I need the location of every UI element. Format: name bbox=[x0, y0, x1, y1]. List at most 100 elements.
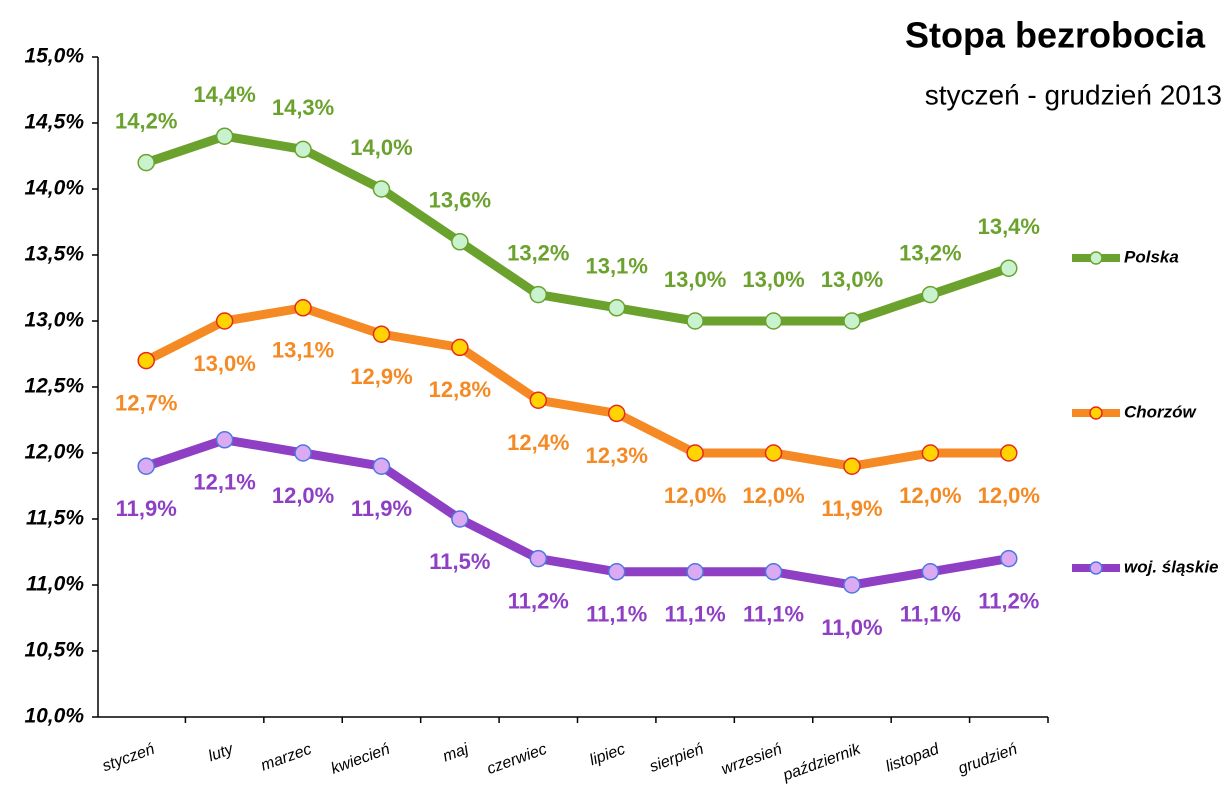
point bbox=[607, 563, 626, 581]
point bbox=[451, 233, 469, 251]
x-tick-label: kwiecień bbox=[329, 741, 393, 778]
legend-marker bbox=[1089, 406, 1103, 420]
point bbox=[137, 457, 155, 475]
point bbox=[372, 457, 391, 475]
data-label: 11,9% bbox=[351, 496, 412, 521]
point bbox=[215, 312, 234, 330]
data-label: 13,0% bbox=[821, 267, 883, 292]
data-label: 11,9% bbox=[821, 496, 882, 521]
point bbox=[1000, 444, 1018, 462]
point bbox=[451, 510, 469, 528]
legend-label: Polska bbox=[1124, 247, 1179, 266]
y-tick-label: 11,5% bbox=[26, 507, 84, 530]
data-label: 13,6% bbox=[429, 188, 491, 213]
point bbox=[686, 312, 704, 330]
x-tick-label: czerwiec bbox=[485, 741, 549, 778]
y-tick-label: 11,0% bbox=[26, 573, 84, 596]
point bbox=[529, 391, 548, 409]
data-label: 13,1% bbox=[586, 254, 648, 279]
x-tick-label: sierpień bbox=[647, 741, 706, 776]
data-label: 11,0% bbox=[821, 615, 882, 640]
point bbox=[843, 457, 861, 475]
point bbox=[1000, 549, 1018, 568]
chart-title: Stopa bezrobocia bbox=[905, 15, 1206, 56]
point bbox=[137, 351, 155, 370]
x-tick-label: wrzesień bbox=[719, 741, 784, 779]
x-tick-label: grudzień bbox=[956, 741, 1020, 778]
data-label: 14,3% bbox=[272, 95, 334, 120]
y-tick-label: 12,5% bbox=[24, 375, 84, 398]
point bbox=[451, 338, 469, 357]
y-tick-label: 10,0% bbox=[24, 705, 84, 728]
x-tick-label: październik bbox=[780, 740, 864, 784]
data-label: 12,1% bbox=[193, 470, 255, 495]
y-tick-label: 12,0% bbox=[24, 441, 84, 464]
data-label: 14,4% bbox=[193, 82, 255, 107]
data-label: 12,4% bbox=[507, 430, 569, 455]
legend-label: woj. śląskie bbox=[1124, 557, 1219, 576]
data-label: 12,0% bbox=[664, 483, 726, 508]
point bbox=[607, 299, 626, 317]
x-tick-label: lipiec bbox=[587, 741, 627, 769]
x-tick-label: maj bbox=[441, 741, 471, 766]
point bbox=[764, 312, 783, 330]
point bbox=[686, 444, 704, 462]
data-label: 12,9% bbox=[350, 364, 412, 389]
data-label: 13,2% bbox=[507, 240, 569, 265]
data-label: 13,0% bbox=[193, 351, 255, 376]
data-label: 13,4% bbox=[978, 214, 1040, 239]
data-label: 11,2% bbox=[508, 588, 569, 613]
point bbox=[843, 576, 861, 594]
data-label: 14,0% bbox=[350, 135, 412, 160]
data-label: 12,0% bbox=[742, 483, 804, 508]
point bbox=[372, 325, 391, 343]
data-label: 13,2% bbox=[899, 240, 961, 265]
y-tick-label: 14,0% bbox=[24, 177, 84, 200]
data-label: 11,1% bbox=[900, 602, 961, 627]
legend-label: Chorzów bbox=[1124, 402, 1198, 421]
point bbox=[137, 153, 155, 172]
y-tick-label: 14,5% bbox=[24, 111, 84, 134]
data-label: 12,7% bbox=[115, 390, 177, 415]
point bbox=[215, 127, 234, 145]
series-line bbox=[144, 435, 1010, 590]
data-label: 12,0% bbox=[978, 483, 1040, 508]
point bbox=[921, 285, 940, 304]
point bbox=[921, 563, 940, 581]
y-tick-label: 10,5% bbox=[24, 639, 84, 662]
point bbox=[294, 299, 312, 317]
data-label: 13,0% bbox=[664, 267, 726, 292]
data-label: 11,9% bbox=[116, 496, 177, 521]
point bbox=[764, 563, 783, 581]
x-tick-label: marzec bbox=[259, 741, 314, 775]
data-label: 11,1% bbox=[743, 602, 804, 627]
point bbox=[843, 312, 861, 330]
series-line bbox=[144, 131, 1011, 326]
point bbox=[294, 444, 312, 462]
data-label: 12,0% bbox=[272, 483, 334, 508]
chart-subtitle: styczeń - grudzień 2013 bbox=[925, 79, 1222, 110]
data-label: 12,3% bbox=[586, 443, 648, 468]
point bbox=[215, 431, 234, 449]
point bbox=[529, 549, 548, 568]
data-label: 12,0% bbox=[899, 483, 961, 508]
data-label: 11,2% bbox=[978, 588, 1039, 613]
point bbox=[294, 140, 312, 159]
legend-marker bbox=[1089, 251, 1103, 265]
point bbox=[607, 404, 626, 423]
point bbox=[686, 563, 704, 581]
data-label: 12,8% bbox=[429, 377, 491, 402]
data-label: 11,5% bbox=[429, 549, 490, 574]
point bbox=[1000, 259, 1018, 277]
x-tick-label: styczeń bbox=[100, 741, 157, 776]
point bbox=[764, 444, 783, 462]
x-tick-label: listopad bbox=[884, 740, 943, 775]
y-tick-label: 13,5% bbox=[24, 243, 84, 266]
legend-marker bbox=[1089, 561, 1103, 575]
data-label: 14,2% bbox=[115, 108, 177, 133]
series-line bbox=[144, 303, 1009, 471]
y-tick-label: 13,0% bbox=[24, 309, 84, 332]
x-tick-label: luty bbox=[206, 740, 236, 765]
data-label: 11,1% bbox=[665, 602, 726, 627]
